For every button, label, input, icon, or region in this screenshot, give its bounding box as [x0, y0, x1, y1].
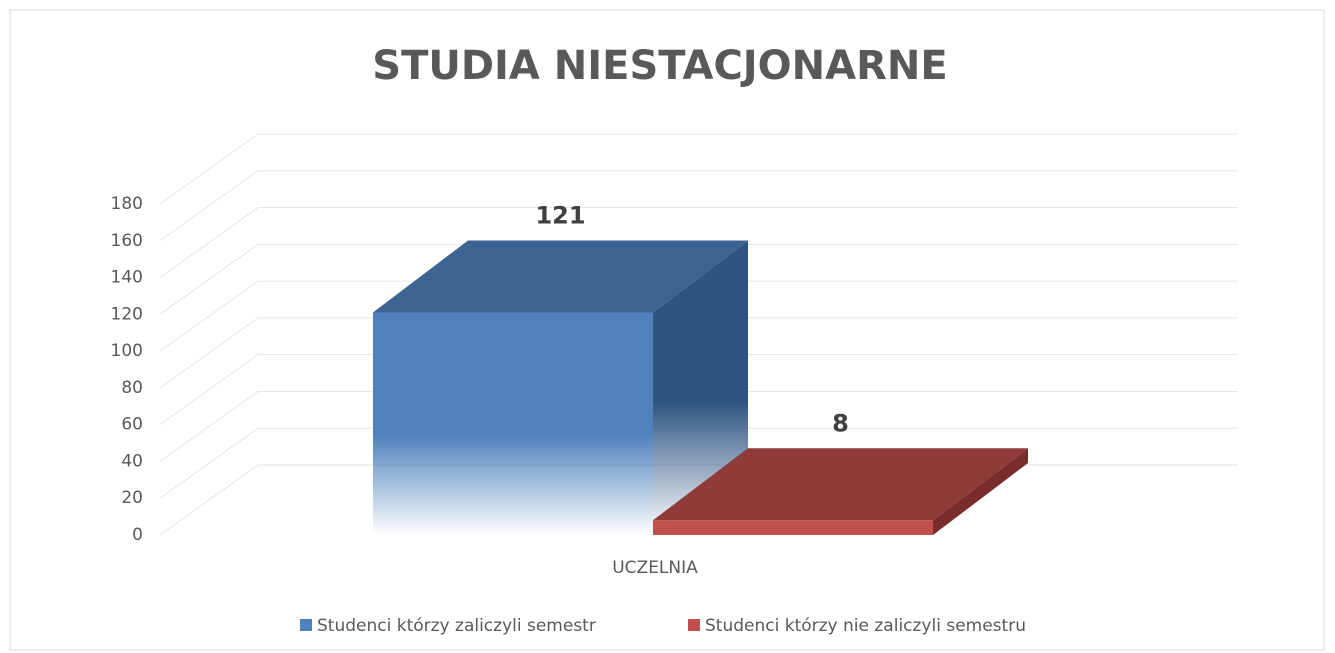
grid-line-side	[159, 391, 259, 462]
data-label: 8	[832, 409, 849, 437]
grid-line-side	[159, 427, 259, 499]
grid-line-side	[159, 133, 259, 205]
y-tick-label: 60	[121, 415, 143, 435]
bar	[373, 312, 653, 535]
grid-line-side	[159, 317, 259, 389]
grid-line-side	[159, 280, 259, 352]
legend-label: Studenci którzy nie zaliczyli semestru	[705, 616, 1026, 636]
y-tick-label: 140	[111, 268, 143, 288]
y-tick-label: 80	[121, 378, 143, 398]
grid-line-side	[159, 354, 259, 426]
grid-line-side	[159, 207, 259, 278]
grid-line-side	[159, 464, 259, 536]
bar-side	[653, 240, 748, 535]
y-tick-label: 20	[121, 488, 143, 508]
y-tick-label: 0	[132, 525, 143, 545]
bar-side	[933, 448, 1028, 535]
legend-label: Studenci którzy zaliczyli semestr	[317, 616, 596, 636]
bar	[653, 520, 933, 535]
legend-swatch	[300, 619, 312, 631]
legend-swatch	[688, 619, 700, 631]
y-tick-label: 160	[111, 231, 143, 251]
y-tick-label: 180	[111, 194, 143, 214]
grid-line-side	[159, 170, 259, 242]
chart-title: STUDIA NIESTACJONARNE	[372, 43, 947, 89]
y-tick-label: 40	[121, 451, 143, 471]
y-tick-label: 100	[111, 341, 143, 361]
bar-top	[373, 240, 748, 313]
grid-line-side	[159, 243, 259, 315]
y-tick-label: 120	[111, 304, 143, 324]
data-label: 121	[535, 201, 585, 229]
bar-top	[653, 448, 1028, 521]
x-tick-label: UCZELNIA	[612, 558, 698, 578]
